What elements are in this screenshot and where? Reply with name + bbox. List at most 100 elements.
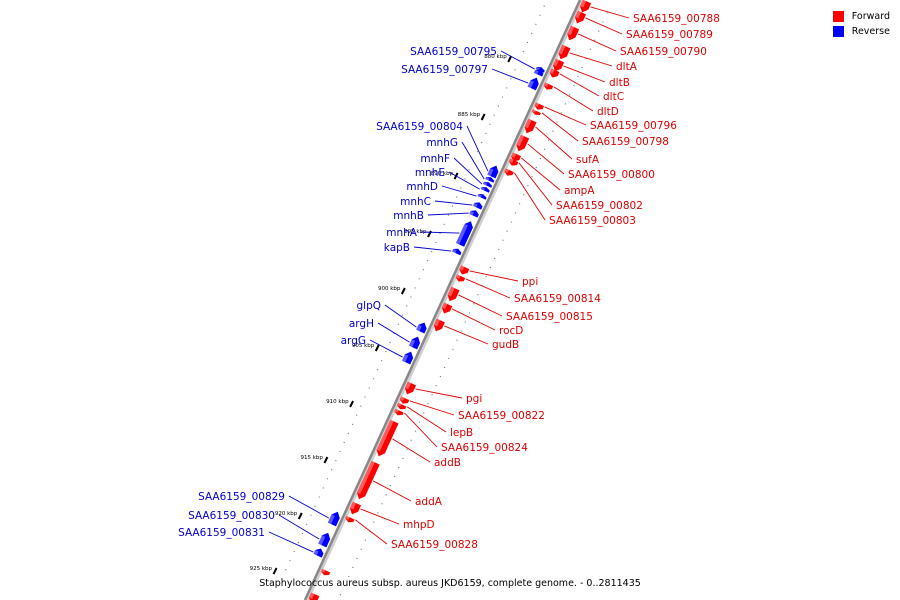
label-dltB: dltB: [609, 77, 630, 89]
forward-gene-SAA6159_00800-highlight: [516, 134, 525, 147]
forward-gene-SAA6159_00802: [508, 158, 519, 166]
scale-tick-mark: [323, 456, 329, 464]
scale-tick-label: 895 kbp: [404, 229, 427, 235]
label-mnhD-leader: [441, 185, 477, 197]
label-addB: addB: [434, 457, 461, 469]
label-mnhG-leader: [461, 141, 485, 180]
label-gudB: gudB: [492, 339, 519, 351]
reverse-gene-SAA6159_00830: [318, 532, 331, 548]
scale-tick-label: 905 kbp: [352, 343, 375, 349]
scale-tick-label: 885 kbp: [458, 112, 481, 118]
forward-gene-sufA: [524, 118, 537, 134]
label-rocD: rocD: [499, 325, 523, 337]
label-SAA6159_00804-leader: [466, 125, 489, 172]
label-SAA6159_00795: SAA6159_00795: [410, 46, 497, 58]
reverse-gene-glpQ-highlight: [416, 324, 422, 332]
reverse-gene-mnhC: [472, 202, 483, 210]
label-mnhF: mnhF: [420, 153, 450, 165]
label-SAA6159_00829: SAA6159_00829: [198, 491, 285, 503]
label-ppi: ppi: [522, 276, 538, 288]
label-argG-leader: [369, 339, 403, 358]
scale-tick-mark: [480, 113, 486, 121]
backbone-line: [303, 0, 584, 600]
label-ampA-leader: [521, 157, 561, 191]
scale-tick-label: 925 kbp: [250, 566, 273, 572]
backbone-shadow: [305, 0, 584, 600]
label-SAA6159_00803: SAA6159_00803: [549, 215, 636, 227]
label-SAA6159_00800-leader: [527, 143, 565, 175]
label-argH-leader: [377, 322, 410, 343]
forward-gene-SAA6159_00822: [399, 396, 410, 404]
forward-gene-SAA6159_00788: [580, 0, 592, 13]
forward-gene-ppi: [459, 265, 470, 275]
reverse-gene-small: [533, 69, 544, 77]
label-mnhE-leader: [448, 171, 480, 190]
forward-gene-addA: [356, 460, 380, 500]
forward-gene-SAA6159_00815-highlight: [447, 286, 455, 297]
label-leader-lines: [268, 6, 630, 553]
label-SAA6159_00824-leader: [404, 412, 438, 448]
reverse-gene-SAA6159_00829-highlight: [327, 514, 335, 525]
label-SAA6159_00800: SAA6159_00800: [568, 169, 655, 181]
label-mnhG: mnhG: [426, 137, 458, 149]
label-addA-leader: [373, 480, 412, 502]
label-mnhC-leader: [434, 200, 473, 206]
label-mnhE: mnhE: [415, 167, 445, 179]
label-SAA6159_00796: SAA6159_00796: [590, 120, 677, 132]
reverse-gene-SAA6159_00830-highlight: [318, 535, 326, 546]
label-mnhA-leader: [420, 231, 460, 234]
legend-item-reverse: Reverse: [832, 24, 890, 39]
forward-gene-dltD-highlight: [543, 82, 549, 87]
reverse-gene-mnhA: [455, 221, 473, 247]
label-SAA6159_00828-leader: [355, 519, 388, 545]
reverse-gene-mnhE: [480, 187, 490, 193]
forward-gene-rocD: [441, 302, 453, 314]
reverse-gene-mnhB: [469, 210, 479, 218]
label-addA: addA: [415, 496, 443, 508]
label-gudB-leader: [444, 325, 489, 345]
legend-label-forward: Forward: [851, 11, 890, 22]
scale-tick-mark: [507, 55, 513, 63]
forward-gene-SAA6159_00789-highlight: [574, 10, 582, 19]
label-SAA6159_00789: SAA6159_00789: [626, 29, 713, 41]
scale-tick-label: 915 kbp: [300, 455, 323, 461]
label-sufA: sufA: [576, 154, 600, 166]
forward-gene-SAA6159_00802-highlight: [508, 158, 514, 163]
scale-tick-mark: [349, 400, 354, 408]
label-kapB: kapB: [384, 242, 410, 254]
forward-gene-mhpD: [349, 501, 362, 515]
reverse-gene-kapB-highlight: [452, 248, 457, 253]
forward-gene-dltC-highlight: [549, 68, 555, 74]
backbone: [303, 0, 582, 600]
label-SAA6159_00822: SAA6159_00822: [458, 410, 545, 422]
reverse-guide-line: [337, 12, 608, 600]
forward-gene-SAA6159_00814: [455, 274, 466, 282]
label-addB-leader: [392, 438, 431, 463]
forward-gene-SAA6159_00814-highlight: [455, 274, 461, 279]
forward-guide-line: [277, 0, 548, 588]
reverse-gene-argH: [408, 336, 421, 350]
reverse-gene-SAA6159_00804-highlight: [487, 168, 494, 177]
forward-gene-mhpD-highlight: [349, 501, 357, 510]
label-mnhD: mnhD: [406, 181, 438, 193]
label-SAA6159_00804: SAA6159_00804: [376, 121, 463, 133]
scale-tick-label: 900 kbp: [378, 286, 401, 292]
forward-gene-ampA: [511, 152, 522, 162]
label-glpQ-leader: [384, 304, 417, 328]
reverse-gene-mnhF: [483, 182, 493, 188]
label-mnhB-leader: [427, 212, 469, 216]
reverse-gene-mnhD-highlight: [477, 194, 482, 198]
reverse-gene-argG: [402, 351, 414, 365]
label-SAA6159_00802: SAA6159_00802: [556, 200, 643, 212]
scale-tick-mark: [400, 287, 406, 295]
forward-gene-SAA6159_00788-highlight: [580, 0, 587, 8]
label-SAA6159_00802-leader: [518, 162, 553, 206]
label-dltC: dltC: [603, 91, 624, 103]
reverse-gene-mnhF-highlight: [483, 182, 488, 186]
forward-gene-SAA6159_00796: [534, 102, 545, 110]
forward-gene-dltC: [549, 68, 560, 78]
forward-gene-SAA6159_00790-highlight: [567, 25, 575, 36]
label-dltA: dltA: [616, 61, 638, 73]
forward-gene-ampA-highlight: [511, 152, 517, 158]
